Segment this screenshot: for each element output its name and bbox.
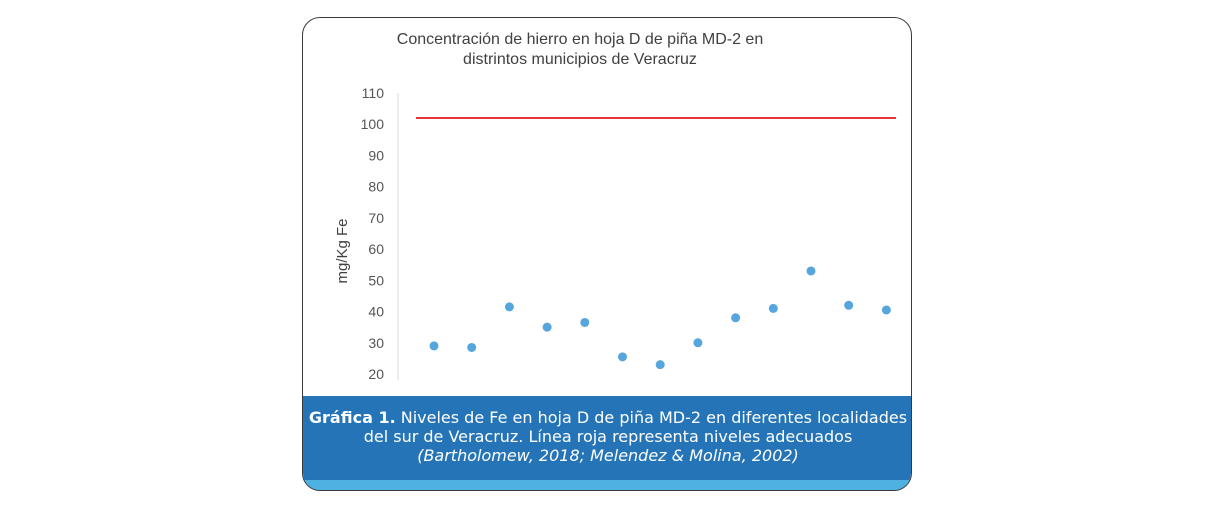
- data-point: [542, 322, 552, 332]
- data-point: [618, 352, 627, 362]
- figure-caption: Gráfica 1. Niveles de Fe en hoja D de pi…: [303, 396, 911, 490]
- caption-text: Niveles de Fe en hoja D de piña MD-2 en …: [363, 408, 908, 446]
- y-axis-label: mg/Kg Fe: [334, 218, 351, 283]
- y-tick-label: 50: [368, 272, 384, 288]
- y-tick-labels: 110 100 90 80 70 60 50 40 30 20: [361, 85, 385, 382]
- data-point: [504, 302, 514, 312]
- y-tick-label: 80: [368, 179, 384, 195]
- data-point: [429, 341, 439, 351]
- data-point: [768, 303, 778, 313]
- y-tick-label: 100: [361, 116, 385, 132]
- data-point: [655, 360, 665, 370]
- y-tick-label: 70: [368, 210, 384, 226]
- y-tick-label: 110: [362, 85, 385, 101]
- caption-label: Gráfica 1.: [308, 408, 396, 427]
- chart-title-line-2: distrintos municipios de Veracruz: [463, 51, 697, 68]
- y-tick-label: 60: [368, 241, 384, 257]
- y-tick-label: 40: [368, 304, 384, 320]
- data-point: [693, 338, 703, 348]
- data-point: [806, 266, 816, 276]
- figure-card: Concentración de hierro en hoja D de piñ…: [302, 17, 912, 491]
- data-point: [844, 300, 854, 310]
- y-tick-label: 20: [368, 366, 384, 382]
- data-point: [881, 305, 891, 315]
- scatter-chart: Concentración de hierro en hoja D de piñ…: [334, 31, 896, 382]
- caption-accent-bar: [303, 480, 911, 490]
- y-tick-label: 30: [368, 335, 384, 351]
- data-point: [580, 317, 590, 327]
- data-point: [731, 313, 741, 323]
- caption-citation: (Bartholomew, 2018; Melendez & Molina, 2…: [417, 446, 799, 465]
- chart-title-line-1: Concentración de hierro en hoja D de piñ…: [397, 31, 763, 48]
- y-tick-label: 90: [368, 147, 384, 163]
- data-point: [467, 342, 477, 352]
- data-points: [429, 266, 891, 370]
